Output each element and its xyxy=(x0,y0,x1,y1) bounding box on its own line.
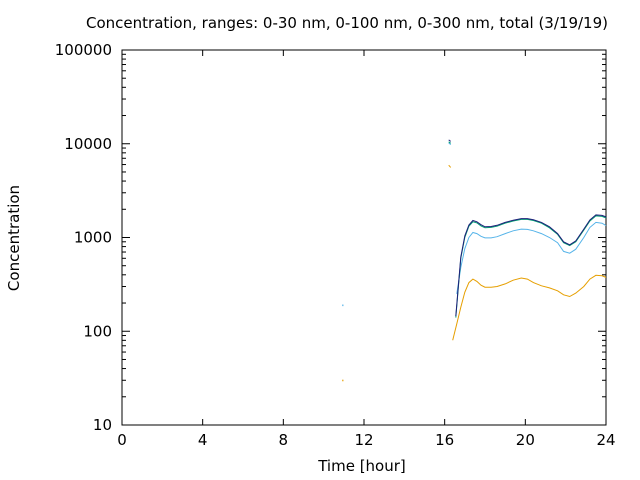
chart-title: Concentration, ranges: 0-30 nm, 0-100 nm… xyxy=(86,14,608,32)
x-tick-label: 8 xyxy=(279,431,289,449)
series-line-3 xyxy=(448,139,451,142)
series-point xyxy=(342,379,344,382)
y-tick-label: 100 xyxy=(83,322,112,340)
series-layer xyxy=(342,139,607,382)
series-point xyxy=(342,304,344,307)
x-tick-label: 12 xyxy=(354,431,373,449)
series-line-2 xyxy=(448,141,451,144)
series-line-2 xyxy=(455,215,607,318)
series-line-0 xyxy=(452,274,607,341)
x-tick-label: 16 xyxy=(435,431,454,449)
x-tick-label: 20 xyxy=(516,431,535,449)
series-line-0 xyxy=(448,164,452,168)
plot-frame xyxy=(121,49,607,426)
series-line-1 xyxy=(456,221,607,294)
y-tick-label: 10 xyxy=(93,416,112,434)
series-line-3 xyxy=(455,214,607,317)
y-tick-label: 1000 xyxy=(74,229,112,247)
x-axis-label: Time [hour] xyxy=(318,457,406,475)
y-tick-label: 100000 xyxy=(55,41,112,59)
x-tick-label: 24 xyxy=(596,431,615,449)
y-tick-label: 10000 xyxy=(64,135,112,153)
x-tick-label: 0 xyxy=(117,431,127,449)
series-line-1 xyxy=(448,142,452,145)
axis-ticks: 0 4 8 12 16 20 24 10 100 1000 10000 100000 xyxy=(55,41,616,449)
x-tick-label: 4 xyxy=(198,431,208,449)
